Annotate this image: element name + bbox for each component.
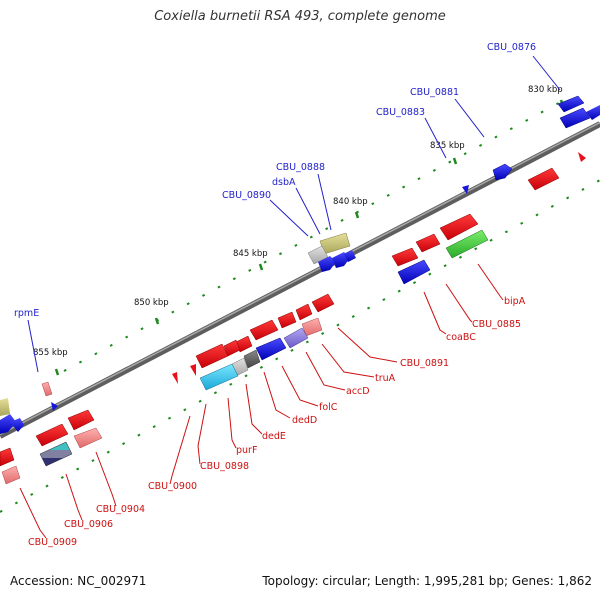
gene-rpme-arrow xyxy=(51,402,58,411)
gene-coabc[interactable] xyxy=(391,247,431,285)
label-cbu0881: CBU_0881 xyxy=(410,87,459,98)
label-purf: purF xyxy=(236,445,257,456)
label-cbu0876: CBU_0876 xyxy=(487,42,536,53)
label-cbu0904: CBU_0904 xyxy=(96,504,145,515)
label-cbu0888: CBU_0888 xyxy=(276,162,325,173)
inner-tick-track xyxy=(0,179,600,513)
label-cbu0891: CBU_0891 xyxy=(400,358,449,369)
label-trua: truA xyxy=(375,373,396,384)
gene-bipa-group[interactable] xyxy=(439,213,489,259)
label-accd: accD xyxy=(346,386,370,397)
label-dedd: dedD xyxy=(292,415,317,426)
gene-left-blue-cluster[interactable] xyxy=(0,398,24,434)
gene-cbu0898-marker xyxy=(172,372,178,384)
tick-label-840: 840 kbp xyxy=(333,197,368,207)
gene-cbu0885-top[interactable] xyxy=(527,167,560,191)
reverse-genes xyxy=(0,152,586,485)
gene-rpme-marker[interactable] xyxy=(41,381,53,397)
gene-cbu0883-marker xyxy=(462,185,469,194)
gene-folc[interactable] xyxy=(249,319,287,361)
gene-cbu0891[interactable] xyxy=(301,293,335,337)
genome-summary-text: Topology: circular; Length: 1,995,281 bp… xyxy=(262,574,592,588)
label-cbu0890: CBU_0890 xyxy=(222,190,271,201)
gene-cbu0890[interactable] xyxy=(318,250,356,272)
gene-cbu0904[interactable] xyxy=(67,409,103,449)
label-cbu0883: CBU_0883 xyxy=(376,107,425,118)
label-rpme: rpmE xyxy=(14,308,39,319)
label-dede: dedE xyxy=(262,431,286,442)
gene-top-right-marker xyxy=(578,152,586,162)
gene-trua[interactable] xyxy=(277,303,313,329)
label-cbu0898: CBU_0898 xyxy=(200,461,249,472)
accession-text: Accession: NC_002971 xyxy=(10,574,147,588)
label-bipa: bipA xyxy=(504,296,526,307)
tick-label-845: 845 kbp xyxy=(233,249,268,259)
tick-label-830: 830 kbp xyxy=(528,85,563,95)
tick-label-850: 850 kbp xyxy=(134,298,169,308)
gene-accd[interactable] xyxy=(283,327,309,349)
label-cbu0900: CBU_0900 xyxy=(148,481,197,492)
tick-label-855: 855 kbp xyxy=(33,348,68,358)
gene-dede[interactable] xyxy=(223,339,249,377)
gene-purf[interactable] xyxy=(195,343,239,391)
label-cbu0885: CBU_0885 xyxy=(472,319,521,330)
tick-label-835: 835 kbp xyxy=(430,141,465,151)
gene-dedd[interactable] xyxy=(235,335,261,369)
forward-leader-lines xyxy=(27,55,561,373)
label-dsba: dsbA xyxy=(272,177,296,188)
gene-cbu0900-marker xyxy=(190,364,196,376)
forward-genes xyxy=(0,95,600,434)
label-folc: folC xyxy=(319,402,338,413)
gene-cbu0885[interactable] xyxy=(415,233,441,253)
label-coabc: coaBC xyxy=(446,332,476,343)
gene-cbu0906[interactable] xyxy=(35,423,73,467)
label-cbu0906: CBU_0906 xyxy=(64,519,113,530)
map-title: Coxiella burnetii RSA 493, complete geno… xyxy=(154,9,446,24)
gene-cbu0876[interactable] xyxy=(557,95,600,129)
gene-cbu0909[interactable] xyxy=(0,447,21,485)
label-cbu0909: CBU_0909 xyxy=(28,537,77,548)
reverse-leader-lines xyxy=(19,263,504,539)
gene-cbu0881[interactable] xyxy=(492,163,513,181)
